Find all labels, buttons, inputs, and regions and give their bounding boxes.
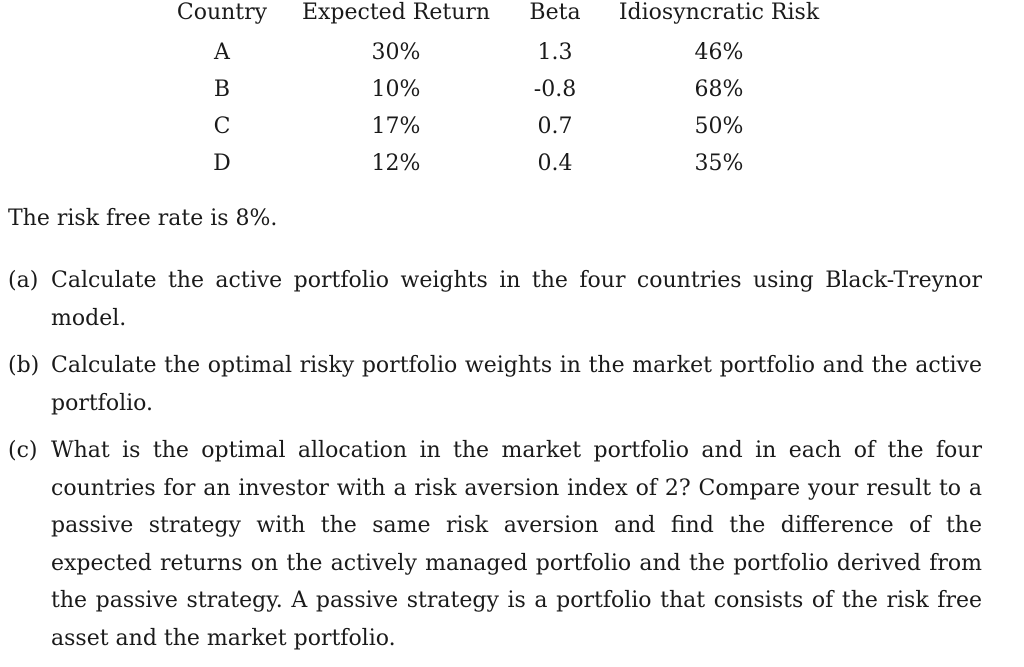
table-row: C 17% 0.7 50%: [160, 108, 836, 145]
table-row: B 10% -0.8 68%: [160, 71, 836, 108]
table-row: A 30% 1.3 46%: [160, 28, 836, 71]
question-c: (c) What is the optimal allocation in th…: [8, 432, 982, 657]
header-idiosyncratic-risk: Idiosyncratic Risk: [618, 0, 820, 25]
question-list: (a) Calculate the active portfolio weigh…: [8, 262, 982, 667]
cell-idiosyncratic-risk: 68%: [694, 77, 744, 102]
question-label: (a): [8, 268, 39, 293]
cell-expected-return: 10%: [371, 77, 421, 102]
question-text: What is the optimal allocation in the ma…: [51, 438, 982, 651]
header-beta: Beta: [529, 0, 581, 25]
cell-beta: 1.3: [537, 40, 573, 65]
cell-beta: 0.7: [537, 114, 573, 139]
table-row: D 12% 0.4 35%: [160, 145, 836, 182]
cell-idiosyncratic-risk: 46%: [694, 40, 744, 65]
cell-beta: 0.4: [537, 151, 573, 176]
cell-expected-return: 17%: [371, 114, 421, 139]
question-text: Calculate the active portfolio weights i…: [51, 268, 982, 331]
cell-beta: -0.8: [533, 77, 577, 102]
question-a: (a) Calculate the active portfolio weigh…: [8, 262, 982, 337]
header-country: Country: [176, 0, 268, 25]
cell-expected-return: 12%: [371, 151, 421, 176]
cell-country: C: [213, 114, 231, 139]
header-expected-return: Expected Return: [301, 0, 491, 25]
table-header-row: Country Expected Return Beta Idiosyncrat…: [160, 0, 836, 28]
country-data-table: Country Expected Return Beta Idiosyncrat…: [160, 0, 836, 182]
question-label: (c): [8, 438, 38, 463]
cell-country: D: [213, 151, 231, 176]
cell-idiosyncratic-risk: 35%: [694, 151, 744, 176]
risk-free-rate-text: The risk free rate is 8%.: [8, 206, 278, 231]
question-b: (b) Calculate the optimal risky portfoli…: [8, 347, 982, 422]
cell-idiosyncratic-risk: 50%: [694, 114, 744, 139]
cell-expected-return: 30%: [371, 40, 421, 65]
cell-country: A: [214, 40, 230, 65]
cell-country: B: [213, 77, 231, 102]
question-label: (b): [8, 353, 40, 378]
question-text: Calculate the optimal risky portfolio we…: [51, 353, 982, 416]
